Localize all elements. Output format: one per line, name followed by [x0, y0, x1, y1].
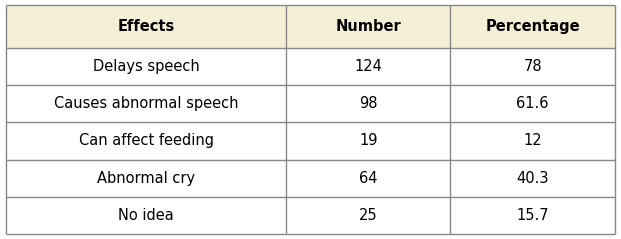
Bar	[286, 122, 450, 160]
Bar	[450, 5, 615, 48]
Text: 25: 25	[359, 208, 378, 223]
Bar	[286, 197, 450, 234]
Bar	[286, 85, 450, 122]
Text: 12: 12	[524, 133, 542, 148]
Bar	[6, 48, 286, 85]
Text: 124: 124	[355, 59, 383, 74]
Bar	[6, 5, 286, 48]
Text: Number: Number	[335, 19, 401, 34]
Text: Can affect feeding: Can affect feeding	[79, 133, 214, 148]
Bar	[450, 160, 615, 197]
Text: Effects: Effects	[117, 19, 175, 34]
Bar	[450, 122, 615, 160]
Bar	[286, 160, 450, 197]
Bar	[6, 197, 286, 234]
Text: Abnormal cry: Abnormal cry	[97, 171, 195, 186]
Text: 64: 64	[359, 171, 378, 186]
Bar	[6, 122, 286, 160]
Text: 19: 19	[359, 133, 378, 148]
Bar	[286, 5, 450, 48]
Text: Percentage: Percentage	[486, 19, 580, 34]
Bar	[6, 160, 286, 197]
Bar	[450, 197, 615, 234]
Bar	[450, 48, 615, 85]
Text: 61.6: 61.6	[517, 96, 549, 111]
Text: No idea: No idea	[119, 208, 174, 223]
Bar	[286, 48, 450, 85]
Text: 15.7: 15.7	[516, 208, 549, 223]
Text: Delays speech: Delays speech	[93, 59, 199, 74]
Text: 98: 98	[359, 96, 378, 111]
Bar	[6, 85, 286, 122]
Text: 40.3: 40.3	[517, 171, 549, 186]
Text: 78: 78	[524, 59, 542, 74]
Text: Causes abnormal speech: Causes abnormal speech	[54, 96, 238, 111]
Bar	[450, 85, 615, 122]
